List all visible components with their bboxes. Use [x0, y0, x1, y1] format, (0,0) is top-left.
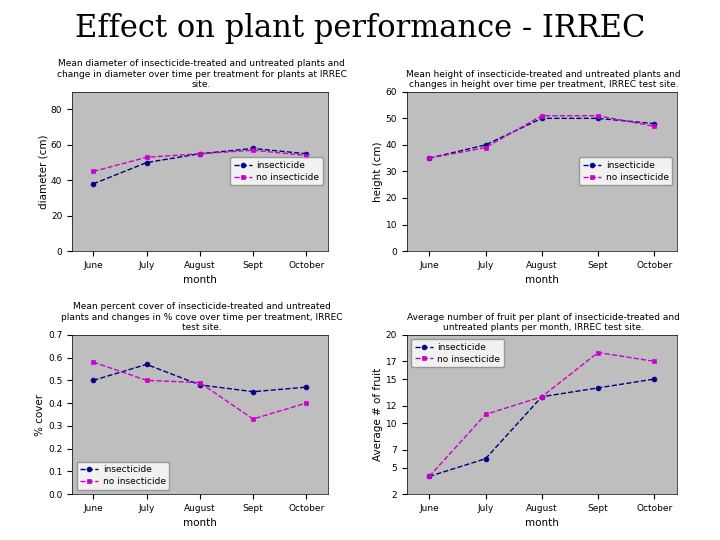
Text: Mean height of insecticide-treated and untreated plants and
changes in height ov: Mean height of insecticide-treated and u… — [406, 70, 681, 89]
no insecticide — [195, 151, 204, 157]
Line: insecticide: insecticide — [427, 116, 657, 160]
no insecticide — [594, 349, 603, 356]
insecticide — [89, 180, 98, 187]
insecticide — [425, 473, 433, 480]
insecticide — [248, 388, 257, 395]
insecticide — [425, 155, 433, 161]
insecticide — [650, 376, 659, 382]
no insecticide — [537, 394, 546, 400]
Line: insecticide: insecticide — [91, 146, 309, 186]
no insecticide — [425, 155, 433, 161]
no insecticide — [481, 411, 490, 418]
insecticide — [594, 384, 603, 391]
X-axis label: month: month — [525, 518, 559, 528]
insecticide — [89, 377, 98, 383]
no insecticide — [425, 473, 433, 480]
Legend: insecticide, no insecticide: insecticide, no insecticide — [230, 158, 323, 185]
insecticide — [650, 120, 659, 127]
no insecticide — [650, 123, 659, 130]
no insecticide — [248, 147, 257, 153]
Y-axis label: height (cm): height (cm) — [373, 141, 383, 202]
insecticide — [481, 455, 490, 462]
insecticide — [195, 151, 204, 157]
no insecticide — [650, 358, 659, 365]
insecticide — [594, 115, 603, 122]
X-axis label: month: month — [183, 518, 217, 528]
Y-axis label: % cover: % cover — [35, 393, 45, 436]
Line: insecticide: insecticide — [91, 362, 309, 394]
no insecticide — [594, 112, 603, 119]
no insecticide — [89, 359, 98, 366]
Y-axis label: Average # of fruit: Average # of fruit — [373, 368, 383, 461]
Line: no insecticide: no insecticide — [427, 113, 657, 160]
insecticide — [481, 141, 490, 148]
insecticide — [537, 394, 546, 400]
Line: no insecticide: no insecticide — [91, 148, 309, 174]
insecticide — [248, 145, 257, 152]
no insecticide — [248, 416, 257, 422]
insecticide — [302, 151, 310, 157]
Line: insecticide: insecticide — [427, 376, 657, 479]
no insecticide — [89, 168, 98, 174]
no insecticide — [481, 144, 490, 151]
no insecticide — [537, 112, 546, 119]
no insecticide — [195, 379, 204, 386]
insecticide — [302, 384, 310, 390]
insecticide — [537, 115, 546, 122]
Text: Mean diameter of insecticide-treated and untreated plants and
change in diameter: Mean diameter of insecticide-treated and… — [57, 59, 346, 89]
Text: Average number of fruit per plant of insecticide-treated and
untreated plants pe: Average number of fruit per plant of ins… — [408, 313, 680, 332]
X-axis label: month: month — [525, 275, 559, 285]
no insecticide — [302, 152, 310, 159]
Line: no insecticide: no insecticide — [427, 350, 657, 479]
no insecticide — [302, 400, 310, 406]
insecticide — [143, 361, 151, 368]
Text: Mean percent cover of insecticide-treated and untreated
plants and changes in % : Mean percent cover of insecticide-treate… — [61, 302, 342, 332]
Legend: insecticide, no insecticide: insecticide, no insecticide — [76, 462, 169, 490]
insecticide — [195, 382, 204, 388]
Line: no insecticide: no insecticide — [91, 360, 309, 421]
X-axis label: month: month — [183, 275, 217, 285]
insecticide — [143, 159, 151, 166]
Text: Effect on plant performance - IRREC: Effect on plant performance - IRREC — [75, 14, 645, 44]
no insecticide — [143, 154, 151, 160]
no insecticide — [143, 377, 151, 383]
Y-axis label: diameter (cm): diameter (cm) — [38, 134, 48, 208]
Legend: insecticide, no insecticide: insecticide, no insecticide — [580, 158, 672, 185]
Legend: insecticide, no insecticide: insecticide, no insecticide — [411, 339, 504, 367]
